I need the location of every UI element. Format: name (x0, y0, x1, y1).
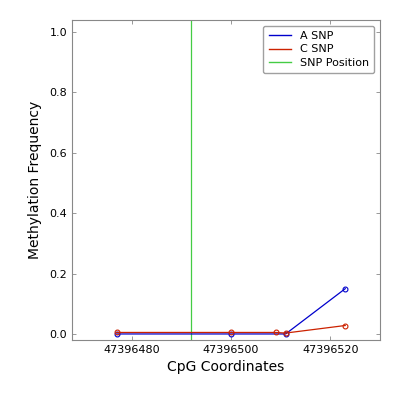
Y-axis label: Methylation Frequency: Methylation Frequency (28, 101, 42, 259)
X-axis label: CpG Coordinates: CpG Coordinates (167, 360, 285, 374)
Legend: A SNP, C SNP, SNP Position: A SNP, C SNP, SNP Position (263, 26, 374, 73)
